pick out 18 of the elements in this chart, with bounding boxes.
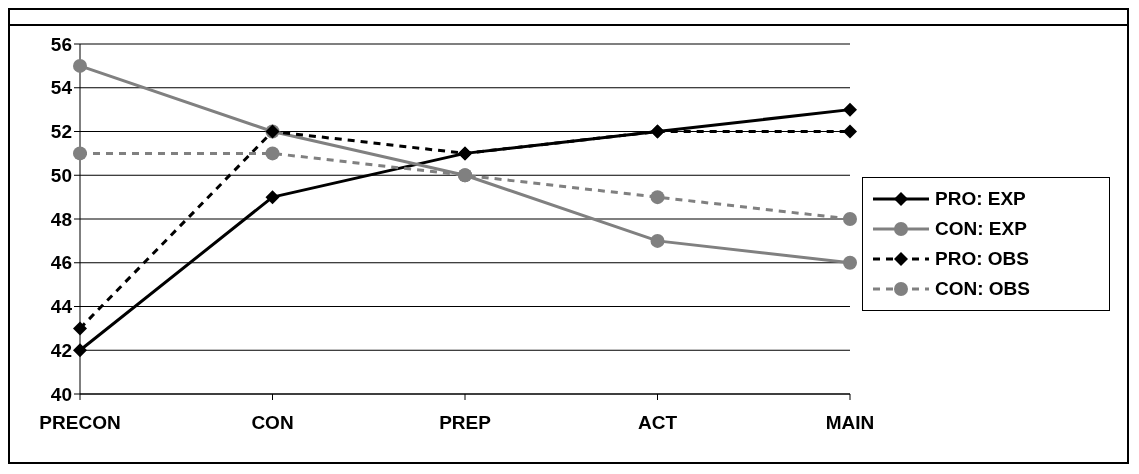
x-tick-label: CON bbox=[251, 412, 294, 434]
y-tick-label: 40 bbox=[50, 383, 72, 405]
x-tick-label: PRECON bbox=[39, 412, 121, 434]
legend-label: PRO: OBS bbox=[935, 248, 1029, 270]
x-tick-label: PREP bbox=[439, 412, 492, 434]
legend-label: CON: OBS bbox=[935, 278, 1030, 300]
y-tick-label: 46 bbox=[50, 252, 72, 274]
x-tick-label: ACT bbox=[637, 412, 678, 434]
x-tick-label: MAIN bbox=[825, 412, 875, 434]
y-tick-label: 42 bbox=[50, 339, 72, 361]
y-tick-label: 44 bbox=[50, 296, 73, 318]
y-tick-label: 50 bbox=[50, 164, 72, 186]
y-tick-label: 56 bbox=[50, 33, 72, 55]
y-tick-label: 54 bbox=[50, 77, 73, 99]
legend-label: CON: EXP bbox=[935, 218, 1027, 240]
y-tick-label: 48 bbox=[50, 208, 72, 230]
legend-label: PRO: EXP bbox=[935, 188, 1026, 210]
y-tick-label: 52 bbox=[50, 121, 72, 143]
